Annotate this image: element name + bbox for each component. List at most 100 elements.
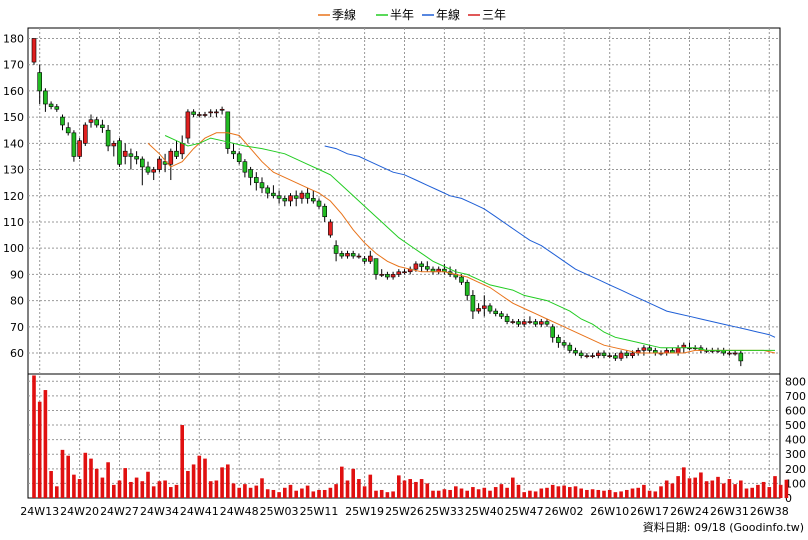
price-tick-label: 160 bbox=[3, 85, 24, 98]
candle-body bbox=[738, 352, 744, 362]
volume-bar bbox=[533, 491, 538, 498]
volume-bar bbox=[784, 479, 789, 498]
volume-bar bbox=[180, 425, 184, 498]
candle-body bbox=[151, 169, 156, 173]
volume-bar bbox=[385, 492, 390, 498]
candle-body bbox=[727, 352, 732, 355]
volume-bar bbox=[94, 468, 99, 498]
candle-body bbox=[157, 158, 162, 170]
candle-body bbox=[48, 103, 54, 107]
volume-bar bbox=[761, 481, 766, 498]
volume-bar bbox=[60, 449, 65, 498]
candle-body bbox=[379, 274, 385, 276]
candle-body bbox=[413, 263, 419, 270]
candle-body bbox=[607, 355, 613, 357]
candle-body bbox=[476, 308, 481, 312]
volume-bar bbox=[642, 484, 646, 498]
candle-body bbox=[322, 205, 328, 218]
price-tick-label: 120 bbox=[3, 190, 24, 203]
candle-body bbox=[231, 150, 236, 155]
candle-body bbox=[128, 153, 134, 157]
candle-body bbox=[100, 124, 105, 128]
candle-body bbox=[111, 143, 117, 147]
volume-tick-label: 300 bbox=[785, 448, 806, 461]
volume-bar bbox=[362, 486, 367, 498]
candle-body bbox=[538, 321, 544, 325]
candle-body bbox=[225, 111, 231, 149]
volume-bar bbox=[305, 485, 310, 498]
candle-body bbox=[339, 253, 345, 257]
candle-body bbox=[544, 321, 550, 325]
volume-bar bbox=[294, 490, 298, 498]
volume-bar bbox=[727, 479, 732, 498]
candle-body bbox=[242, 161, 248, 173]
volume-bar bbox=[778, 484, 783, 498]
candle-body bbox=[71, 132, 77, 157]
candle-body bbox=[105, 129, 111, 147]
volume-bar bbox=[613, 492, 618, 498]
volume-bar bbox=[482, 487, 487, 498]
candle-body bbox=[573, 350, 578, 354]
candle-body bbox=[533, 321, 538, 325]
volume-bar bbox=[163, 480, 167, 498]
volume-bar bbox=[271, 489, 276, 498]
x-tick-label: 26W02 bbox=[545, 505, 584, 518]
grid bbox=[28, 28, 780, 498]
moving-averages bbox=[147, 132, 776, 354]
candle-body bbox=[282, 198, 288, 202]
volume-bar bbox=[265, 489, 270, 498]
candle-body bbox=[122, 150, 128, 157]
volume-bar bbox=[277, 492, 281, 498]
volume-bar bbox=[134, 477, 139, 498]
volume-bar bbox=[414, 481, 418, 498]
candle-body bbox=[385, 274, 390, 278]
volume-bar bbox=[539, 488, 544, 498]
candle-body bbox=[236, 153, 242, 162]
volume-bar bbox=[442, 489, 447, 498]
candle-body bbox=[367, 255, 373, 262]
volume-bar bbox=[72, 474, 76, 498]
x-tick-label: 26W17 bbox=[630, 505, 669, 518]
candle-body bbox=[464, 281, 470, 296]
price-tick-label: 60 bbox=[10, 347, 24, 360]
volume-bar bbox=[448, 489, 452, 498]
volume-bar bbox=[454, 486, 458, 498]
volume-bar bbox=[191, 464, 196, 498]
ma-half-year-line bbox=[164, 135, 775, 351]
volume-bar bbox=[573, 486, 578, 498]
volume-bar bbox=[237, 487, 241, 498]
legend: 季線 半年 年線 三年 bbox=[318, 7, 506, 22]
candle-body bbox=[248, 169, 253, 178]
candle-body bbox=[333, 245, 339, 254]
volume-bar bbox=[653, 491, 658, 498]
candle-body bbox=[481, 305, 487, 309]
volume-bar bbox=[106, 462, 110, 498]
ma-year-line bbox=[324, 145, 776, 338]
candle-body bbox=[83, 124, 88, 144]
candle-body bbox=[630, 352, 635, 356]
volume-tick-label: 400 bbox=[785, 434, 806, 447]
candle-body bbox=[145, 166, 151, 173]
candle-body bbox=[254, 177, 259, 183]
volume-bar bbox=[123, 468, 127, 498]
volume-bar bbox=[32, 375, 36, 498]
volume-bar bbox=[391, 491, 395, 498]
volume-bar bbox=[317, 489, 321, 498]
x-tick-label: 26W31 bbox=[710, 505, 749, 518]
x-tick-label: 26W24 bbox=[670, 505, 709, 518]
volume-bar bbox=[493, 487, 498, 498]
candle-body bbox=[647, 347, 652, 351]
candle-body bbox=[459, 276, 464, 283]
x-tick-label: 24W13 bbox=[20, 505, 59, 518]
candle-body bbox=[601, 352, 607, 356]
volume-bar bbox=[208, 481, 213, 498]
price-tick-label: 90 bbox=[10, 268, 24, 281]
candle-body bbox=[265, 187, 271, 194]
volume-bar bbox=[260, 478, 264, 498]
candle-body bbox=[550, 326, 556, 338]
volume-bar bbox=[471, 487, 475, 498]
volume-bar bbox=[322, 489, 327, 498]
volume-bar bbox=[516, 484, 521, 498]
price-tick-label: 150 bbox=[3, 111, 24, 124]
volume-bar bbox=[733, 484, 737, 498]
